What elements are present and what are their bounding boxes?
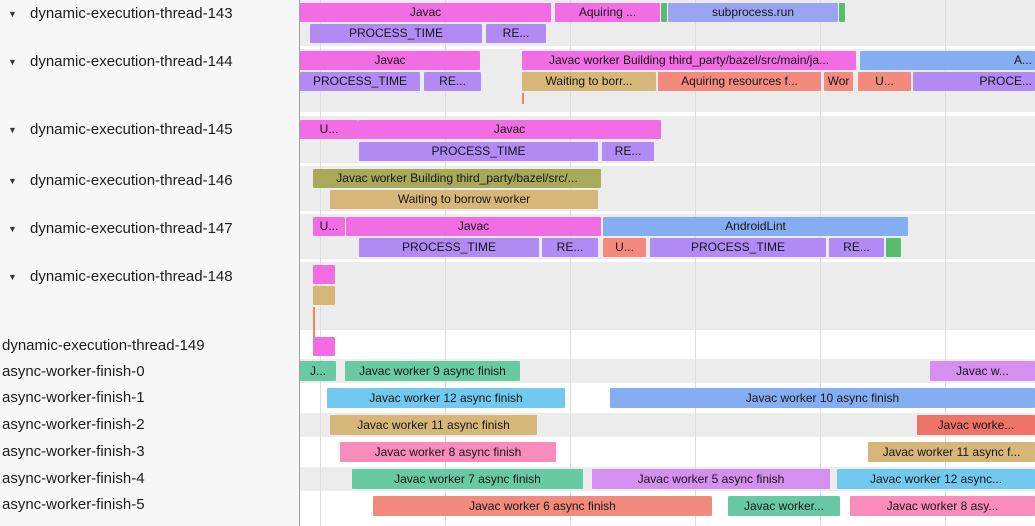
trace-slice[interactable]: RE... bbox=[486, 24, 546, 43]
instant-event-tick[interactable] bbox=[313, 307, 315, 339]
trace-slice[interactable]: Javac w... bbox=[930, 361, 1035, 381]
track-row[interactable]: dynamic-execution-thread-149 bbox=[0, 337, 205, 355]
trace-slice[interactable]: Javac bbox=[358, 120, 661, 139]
time-gridline bbox=[695, 0, 696, 526]
track-row[interactable]: ▼ dynamic-execution-thread-144 bbox=[0, 53, 233, 71]
expander-icon[interactable]: ▼ bbox=[8, 272, 17, 283]
track-name[interactable]: dynamic-execution-thread-149 bbox=[2, 337, 205, 355]
trace-slice[interactable]: Wor bbox=[824, 72, 853, 91]
trace-slice[interactable] bbox=[313, 286, 335, 305]
trace-slice[interactable] bbox=[313, 265, 335, 284]
track-name[interactable]: dynamic-execution-thread-146 bbox=[30, 172, 233, 190]
expander-icon[interactable]: ▼ bbox=[8, 57, 17, 68]
track-row[interactable]: async-worker-finish-2 bbox=[0, 416, 145, 434]
trace-slice[interactable]: Javac worker 10 async finish bbox=[610, 388, 1035, 408]
trace-slice[interactable] bbox=[886, 238, 901, 257]
track-name[interactable]: dynamic-execution-thread-143 bbox=[30, 5, 233, 23]
trace-slice[interactable]: Javac worker 6 async finish bbox=[373, 496, 712, 516]
trace-slice[interactable]: subprocess.run bbox=[668, 3, 838, 22]
trace-slice[interactable]: Javac worker 11 async finish bbox=[330, 415, 537, 435]
trace-slice[interactable]: RE... bbox=[424, 72, 481, 91]
track-name[interactable]: async-worker-finish-2 bbox=[2, 416, 145, 434]
track-name[interactable]: async-worker-finish-4 bbox=[2, 470, 145, 488]
track-row[interactable]: ▼ dynamic-execution-thread-147 bbox=[0, 220, 233, 238]
track-name[interactable]: dynamic-execution-thread-145 bbox=[30, 121, 233, 139]
trace-slice[interactable]: Javac worker Building third_party/bazel/… bbox=[522, 51, 856, 70]
trace-slice[interactable]: Aquiring ... bbox=[555, 3, 660, 22]
track-row[interactable]: ▼ dynamic-execution-thread-146 bbox=[0, 172, 233, 190]
trace-slice[interactable]: PROCE... bbox=[913, 72, 1035, 91]
track-name[interactable]: async-worker-finish-5 bbox=[2, 496, 145, 514]
trace-slice[interactable]: AndroidLint bbox=[603, 217, 908, 236]
trace-slice[interactable]: Aquiring resources f... bbox=[658, 72, 821, 91]
trace-slice[interactable]: U... bbox=[300, 120, 358, 139]
trace-slice[interactable] bbox=[313, 337, 335, 356]
trace-slice[interactable]: Javac bbox=[300, 51, 480, 70]
expander-icon[interactable]: ▼ bbox=[8, 9, 17, 20]
trace-slice[interactable] bbox=[661, 3, 667, 22]
trace-slice[interactable]: Javac worker 5 async finish bbox=[592, 469, 830, 489]
time-gridline bbox=[445, 0, 446, 526]
trace-slice[interactable]: Javac worker 12 async... bbox=[837, 469, 1035, 489]
track-name[interactable]: dynamic-execution-thread-148 bbox=[30, 268, 233, 286]
time-gridline bbox=[945, 0, 946, 526]
track-name[interactable]: async-worker-finish-3 bbox=[2, 443, 145, 461]
trace-slice[interactable]: Javac worker 8 asy... bbox=[850, 496, 1035, 516]
track-row[interactable]: async-worker-finish-3 bbox=[0, 443, 145, 461]
track-row[interactable]: ▼ dynamic-execution-thread-145 bbox=[0, 121, 233, 139]
trace-slice[interactable]: J... bbox=[300, 361, 336, 381]
track-row[interactable]: async-worker-finish-0 bbox=[0, 363, 145, 381]
trace-slice[interactable]: PROCESS_TIME bbox=[310, 24, 482, 43]
trace-slice[interactable]: Javac bbox=[300, 3, 551, 22]
trace-slice[interactable]: Javac worker 12 async finish bbox=[327, 388, 565, 408]
timeline-canvas[interactable]: Javac Aquiring ... subprocess.run PROCESS_T… bbox=[300, 0, 1035, 526]
track-name[interactable]: dynamic-execution-thread-144 bbox=[30, 53, 233, 71]
trace-slice[interactable]: U... bbox=[858, 72, 911, 91]
trace-slice[interactable]: U... bbox=[313, 217, 345, 236]
instant-event-tick[interactable] bbox=[522, 93, 524, 104]
expander-icon[interactable]: ▼ bbox=[8, 125, 17, 136]
track-name-panel: ▼ dynamic-execution-thread-143 ▼ dynamic-ex… bbox=[0, 0, 300, 526]
expander-icon[interactable]: ▼ bbox=[8, 176, 17, 187]
trace-slice[interactable]: Javac worker 11 async f... bbox=[868, 442, 1035, 462]
trace-slice[interactable]: U... bbox=[603, 238, 646, 257]
track-row[interactable]: async-worker-finish-1 bbox=[0, 389, 145, 407]
trace-slice[interactable]: PROCESS_TIME bbox=[359, 238, 539, 257]
track-name[interactable]: async-worker-finish-0 bbox=[2, 363, 145, 381]
trace-slice[interactable]: PROCESS_TIME bbox=[300, 72, 420, 91]
trace-slice[interactable]: Javac worker Building third_party/bazel/… bbox=[313, 169, 601, 188]
trace-slice[interactable]: Javac worker 9 async finish bbox=[345, 361, 520, 381]
trace-slice[interactable]: Javac bbox=[346, 217, 601, 236]
track-row[interactable]: ▼ dynamic-execution-thread-148 bbox=[0, 268, 233, 286]
track-row[interactable]: ▼ dynamic-execution-thread-143 bbox=[0, 5, 233, 23]
time-gridline bbox=[570, 0, 571, 526]
trace-slice[interactable]: Javac worke... bbox=[917, 415, 1035, 435]
trace-slice[interactable]: PROCESS_TIME bbox=[359, 142, 598, 161]
trace-slice[interactable]: A... bbox=[860, 51, 1035, 70]
trace-slice[interactable]: Waiting to borrow worker bbox=[330, 190, 598, 209]
track-name[interactable]: dynamic-execution-thread-147 bbox=[30, 220, 233, 238]
track-name[interactable]: async-worker-finish-1 bbox=[2, 389, 145, 407]
trace-slice[interactable]: RE... bbox=[542, 238, 598, 257]
expander-icon[interactable]: ▼ bbox=[8, 224, 17, 235]
track-group-background bbox=[300, 262, 1035, 330]
trace-slice[interactable]: RE... bbox=[602, 142, 654, 161]
trace-slice[interactable]: Javac worker 7 async finish bbox=[352, 469, 583, 489]
time-gridline bbox=[320, 0, 321, 526]
trace-slice[interactable] bbox=[839, 3, 845, 22]
track-row[interactable]: async-worker-finish-4 bbox=[0, 470, 145, 488]
trace-slice[interactable]: Javac worker... bbox=[728, 496, 840, 516]
trace-slice[interactable]: Javac worker 8 async finish bbox=[340, 442, 556, 462]
trace-slice[interactable]: RE... bbox=[829, 238, 884, 257]
trace-slice[interactable]: PROCESS_TIME bbox=[650, 238, 826, 257]
trace-slice[interactable]: Waiting to borr... bbox=[522, 72, 656, 91]
time-gridline bbox=[820, 0, 821, 526]
track-row[interactable]: async-worker-finish-5 bbox=[0, 496, 145, 514]
